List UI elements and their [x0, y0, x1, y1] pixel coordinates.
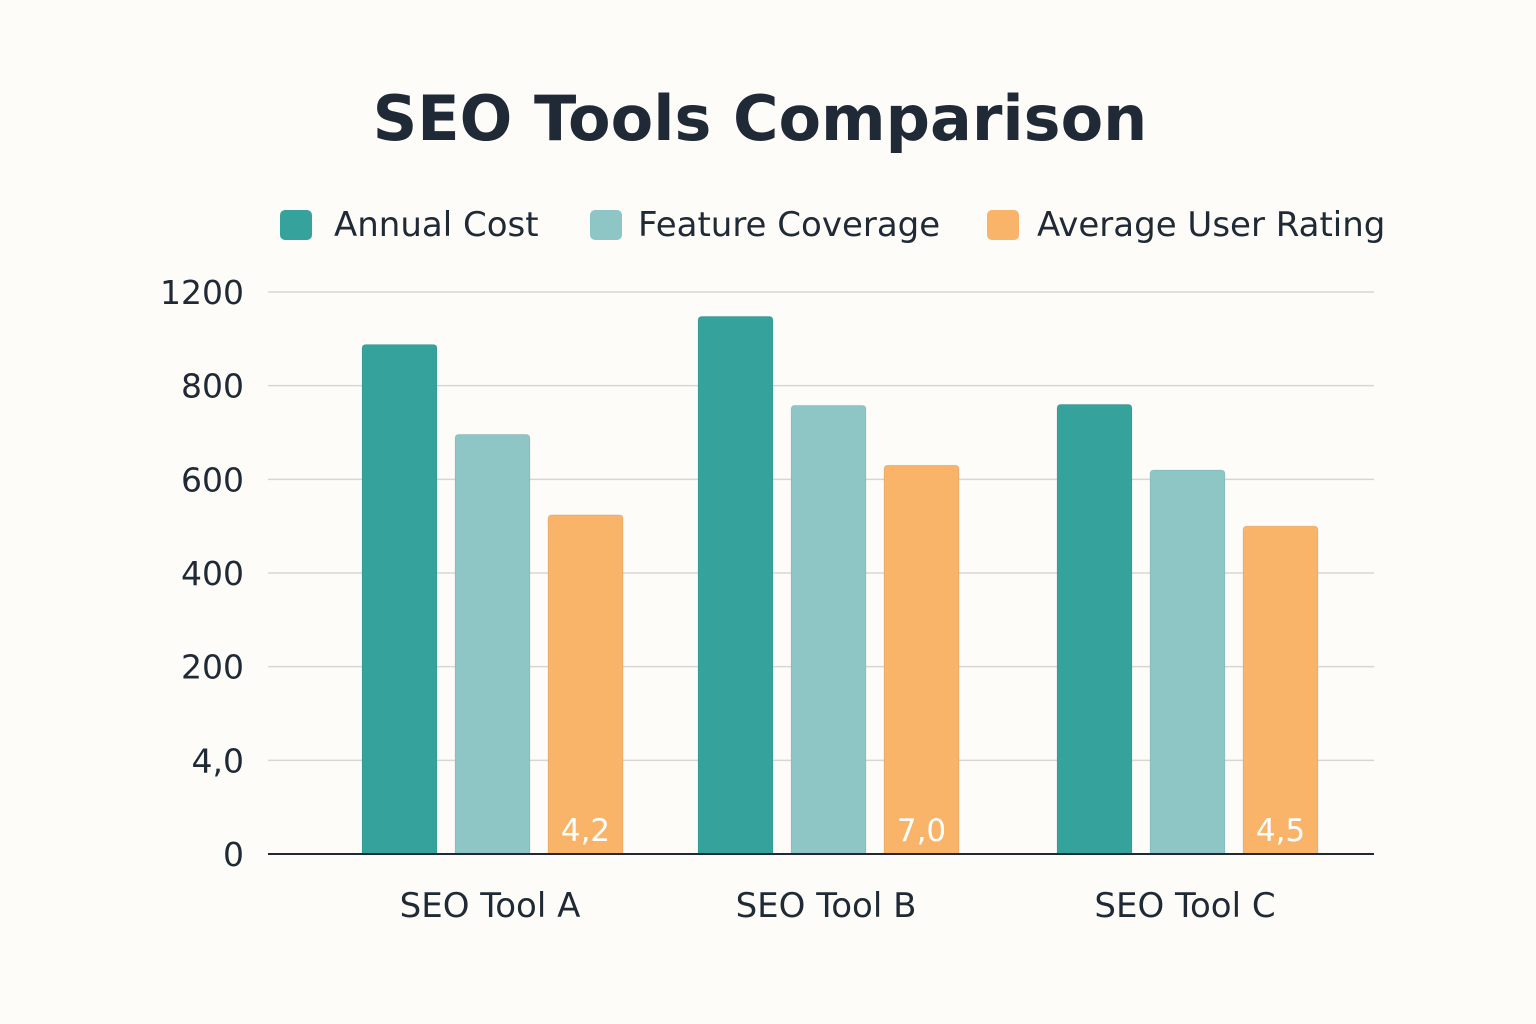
legend-item-feature-coverage: Feature Coverage	[590, 205, 940, 245]
y-tick-label: 4,0	[192, 741, 244, 780]
legend-item-annual-cost: Annual Cost	[280, 205, 539, 245]
bar-feature-coverage	[1149, 469, 1226, 855]
legend-swatch	[987, 210, 1019, 240]
y-tick-label: 400	[181, 554, 244, 593]
x-tick-label: SEO Tool A	[400, 886, 581, 926]
data-label: 4,5	[1256, 813, 1305, 849]
y-tick-label: 1200	[160, 273, 244, 312]
bar-annual-cost	[697, 315, 774, 855]
y-tick-label: 600	[181, 460, 244, 499]
data-label: 7,0	[897, 813, 946, 849]
bar-average-user-rating	[547, 514, 624, 855]
bar-annual-cost	[361, 343, 438, 855]
legend-label: Feature Coverage	[638, 205, 941, 245]
x-tick-label: SEO Tool B	[736, 886, 917, 926]
y-tick-label: 0	[223, 835, 244, 874]
y-tick-label: 200	[181, 648, 244, 687]
chart-title: SEO Tools Comparison	[372, 82, 1148, 155]
bar-feature-coverage	[790, 404, 867, 855]
legend-label: Annual Cost	[334, 205, 539, 245]
legend-item-average-user-rating: Average User Rating	[987, 205, 1385, 245]
legend-label: Average User Rating	[1037, 205, 1386, 245]
x-tick-label: SEO Tool C	[1094, 886, 1275, 926]
bar-feature-coverage	[454, 433, 531, 855]
bar-average-user-rating	[883, 464, 960, 855]
data-label: 4,2	[561, 813, 610, 849]
legend-swatch	[280, 210, 312, 240]
legend-swatch	[590, 210, 622, 240]
bar-annual-cost	[1056, 403, 1133, 855]
y-tick-label: 800	[181, 367, 244, 406]
bar-average-user-rating	[1242, 525, 1319, 855]
